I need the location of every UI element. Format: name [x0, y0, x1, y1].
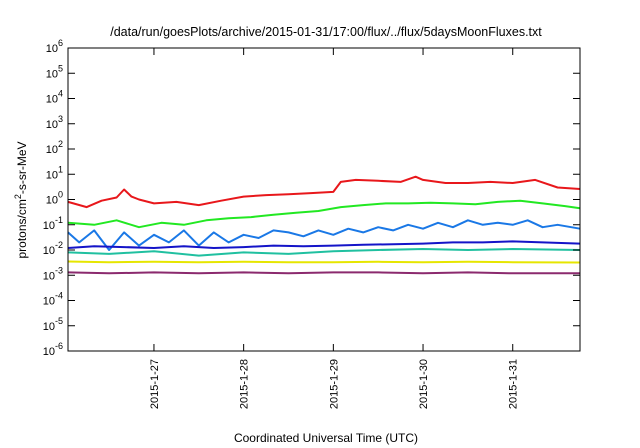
y-tick-base: 10: [46, 144, 58, 156]
y-axis-label-rest: -s-sr-MeV: [15, 141, 29, 194]
x-axis-label: Coordinated Universal Time (UTC): [234, 431, 418, 445]
y-tick-label: 10-2: [43, 240, 63, 257]
x-tick-label: 2015-1-27: [149, 359, 161, 409]
y-tick-label: 106: [46, 38, 63, 55]
y-tick-label: 100: [46, 190, 63, 207]
y-tick-exp: 6: [58, 38, 63, 48]
series-line-1: [67, 175, 581, 209]
y-tick-label: 104: [46, 89, 63, 106]
y-tick-base: 10: [46, 195, 58, 207]
chart-title: /data/run/goesPlots/archive/2015-01-31/1…: [110, 25, 542, 39]
y-tick-base: 10: [43, 321, 55, 333]
y-tick-base: 10: [46, 68, 58, 80]
y-tick-exp: 1: [58, 164, 63, 174]
y-tick-label: 10-5: [43, 316, 63, 333]
y-tick-exp: -5: [55, 316, 63, 326]
y-tick-exp: 5: [58, 63, 63, 73]
y-tick-exp: 0: [58, 190, 63, 200]
y-tick-base: 10: [43, 270, 55, 282]
y-tick-label: 102: [46, 139, 63, 156]
y-tick-label: 105: [46, 63, 63, 80]
y-axis-label-sup: 2: [13, 194, 23, 199]
series-line-7: [67, 271, 580, 275]
y-tick-base: 10: [43, 245, 55, 257]
y-tick-base: 10: [46, 169, 58, 181]
x-tick-label: 2015-1-28: [239, 359, 251, 409]
y-tick-label: 10-4: [43, 291, 63, 308]
y-tick-base: 10: [43, 346, 55, 358]
y-tick-label: 10-1: [43, 215, 63, 232]
y-tick-base: 10: [46, 94, 58, 106]
y-tick-base: 10: [46, 43, 58, 55]
y-tick-label: 103: [46, 114, 63, 131]
y-tick-label: 101: [46, 164, 63, 181]
x-tick-label: 2015-1-30: [418, 359, 430, 409]
y-axis-label: protons/cm2-s-sr-MeV: [13, 141, 29, 258]
x-tick-label: 2015-1-29: [328, 359, 340, 409]
y-tick-exp: 3: [58, 114, 63, 124]
y-tick-exp: -6: [55, 341, 63, 351]
y-tick-label: 10-3: [43, 265, 63, 282]
y-tick-label: 10-6: [43, 341, 63, 358]
series-line-2: [67, 199, 581, 229]
y-tick-base: 10: [43, 296, 55, 308]
series-line-4: [67, 240, 581, 249]
y-tick-base: 10: [46, 119, 58, 131]
y-axis: 10610510410310210110010-110-210-310-410-…: [43, 38, 580, 358]
x-tick-label: 2015-1-31: [508, 359, 520, 409]
series-line-5: [67, 248, 581, 257]
y-tick-exp: -1: [55, 215, 63, 225]
y-tick-exp: -3: [55, 265, 63, 275]
series-layer: [67, 175, 581, 275]
series-line-6: [67, 260, 581, 264]
x-axis: 2015-1-27 2015-1-28 2015-1-29 2015-1-30 2015…: [149, 48, 520, 409]
y-axis-label-base: protons/cm: [15, 199, 29, 258]
y-tick-exp: 2: [58, 139, 63, 149]
y-tick-exp: -2: [55, 240, 63, 250]
plot-frame: [67, 47, 581, 352]
series-line-3: [67, 219, 581, 251]
y-tick-base: 10: [43, 220, 55, 232]
y-tick-exp: -4: [55, 291, 63, 301]
y-tick-exp: 4: [58, 89, 63, 99]
